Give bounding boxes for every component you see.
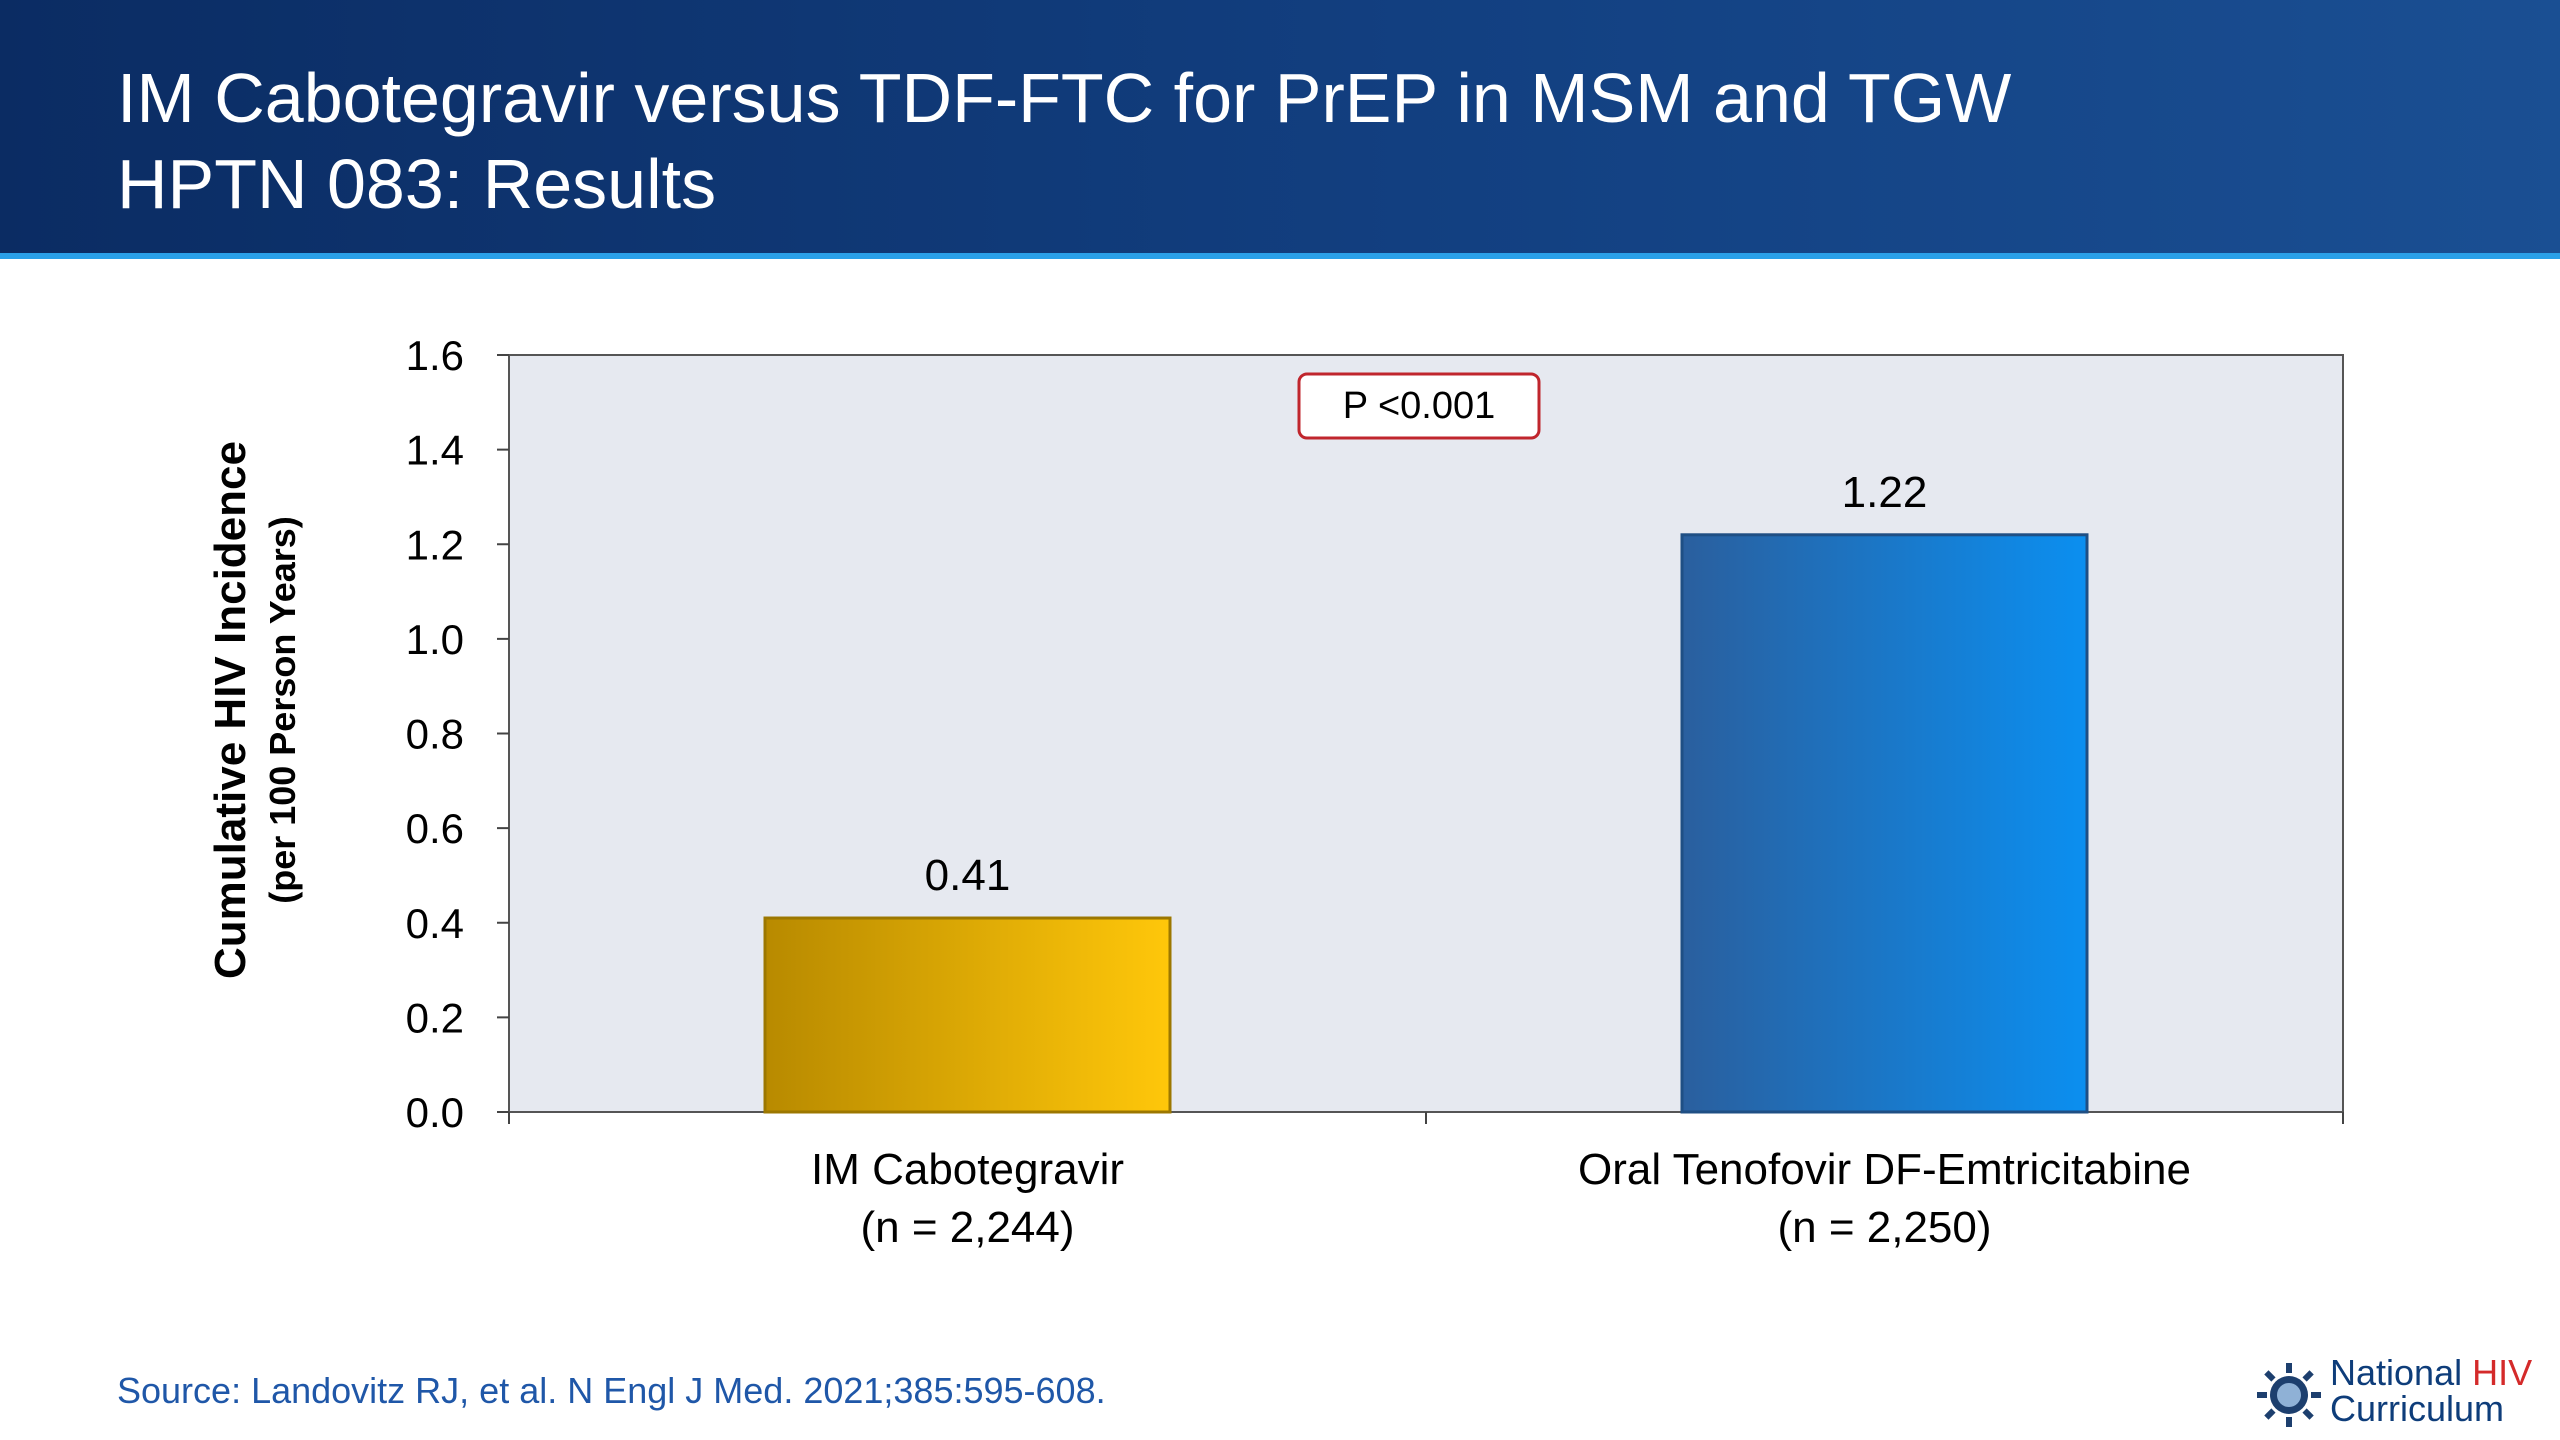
- header-divider: [0, 253, 2560, 259]
- p-value-annotation: P <0.001: [1297, 372, 1541, 440]
- logo-word-hiv: HIV: [2472, 1352, 2533, 1393]
- y-tick-label: 0.0: [406, 1089, 464, 1136]
- x-category-label: IM Cabotegravir: [811, 1145, 1124, 1194]
- logo-word-national: National: [2330, 1352, 2463, 1393]
- y-tick-label: 0.4: [406, 900, 464, 947]
- header-banner: [0, 0, 2560, 253]
- y-tick-label: 1.0: [406, 616, 464, 663]
- data-label: 0.41: [925, 851, 1011, 900]
- y-tick-label: 1.2: [406, 521, 464, 568]
- logo: National HIV Curriculum: [2255, 1355, 2545, 1435]
- x-category-label: Oral Tenofovir DF-Emtricitabine: [1578, 1145, 2191, 1194]
- title-line-2: HPTN 083: Results: [117, 145, 717, 223]
- y-tick-label: 1.6: [406, 332, 464, 379]
- bar: [1680, 533, 2089, 1114]
- logo-word-curriculum: Curriculum: [2330, 1388, 2505, 1429]
- x-axis: IM Cabotegravir (n = 2,244) Oral Tenofovir…: [508, 1112, 2344, 1252]
- y-tick-label: 0.2: [406, 994, 464, 1041]
- data-label: 1.22: [1842, 468, 1928, 517]
- page-title: IM Cabotegravir versus TDF-FTC for PrEP …: [117, 55, 2011, 227]
- y-tick-label: 0.6: [406, 805, 464, 852]
- y-axis-sublabel: (per 100 Person Years): [262, 516, 303, 904]
- x-category-sublabel: (n = 2,250): [1777, 1203, 1991, 1252]
- y-axis-label: Cumulative HIV Incidence: [206, 441, 255, 979]
- source-citation: Source: Landovitz RJ, et al. N Engl J Me…: [117, 1370, 1106, 1411]
- p-value-box: [1297, 372, 1541, 440]
- y-tick-label: 1.4: [406, 427, 464, 474]
- x-category-sublabel: (n = 2,244): [860, 1203, 1074, 1252]
- bar: [763, 916, 1172, 1114]
- p-value-text: P <0.001: [1343, 385, 1496, 427]
- y-axis-title: Cumulative HIV Incidence (per 100 Person…: [206, 441, 303, 979]
- bar-chart: 0.0 0.2 0.4 0.6 0.8 1.0 1.2 1.4 1.6 IM Cabotegra…: [206, 332, 2344, 1252]
- bars-group: 0.41 1.22: [763, 468, 2089, 1114]
- title-line-1: IM Cabotegravir versus TDF-FTC for PrEP …: [117, 59, 2012, 137]
- y-tick-label: 0.8: [406, 711, 464, 758]
- logo-text: National HIV Curriculum: [2330, 1355, 2532, 1427]
- gear-sun-icon: [2257, 1363, 2321, 1427]
- y-axis: 0.0 0.2 0.4 0.6 0.8 1.0 1.2 1.4 1.6: [406, 332, 509, 1136]
